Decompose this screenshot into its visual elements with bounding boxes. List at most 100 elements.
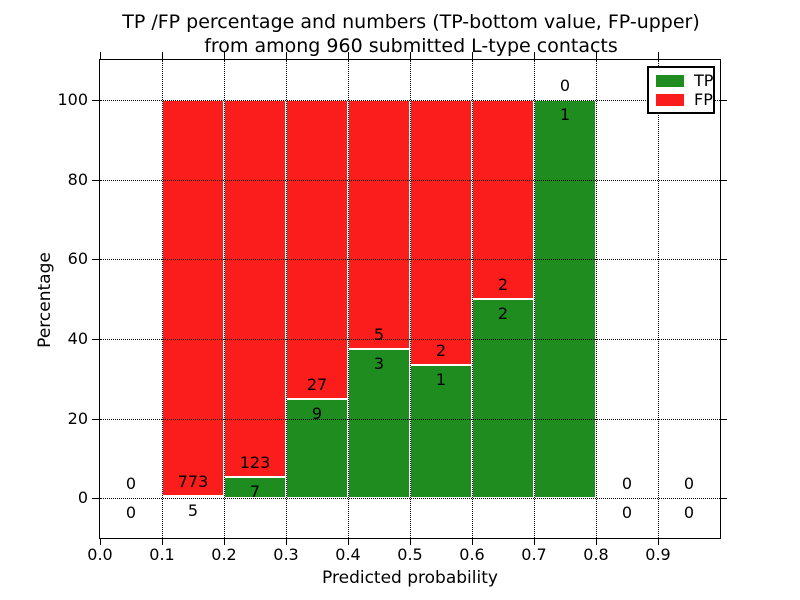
y-tick-mark-left xyxy=(92,259,99,261)
x-tick-mark-bottom xyxy=(534,538,535,545)
y-tick-label: 80 xyxy=(67,169,88,189)
tp-count-label: 7 xyxy=(249,481,261,501)
y-axis-label: Percentage xyxy=(35,252,55,348)
y-tick-mark-left xyxy=(92,338,99,340)
x-tick-mark-bottom xyxy=(348,538,349,545)
y-tick-mark-right xyxy=(720,498,727,500)
x-tick-mark-bottom xyxy=(410,538,411,545)
x-tick-label: 0.2 xyxy=(211,545,237,564)
y-tick-mark-left xyxy=(92,179,99,181)
bar-segment-fp xyxy=(410,99,472,366)
x-tick-mark-top xyxy=(162,52,163,59)
bar-segment-tp xyxy=(534,99,596,499)
tp-count-label: 0 xyxy=(621,503,633,523)
legend: TP FP xyxy=(647,66,715,114)
y-tick-mark-left xyxy=(92,498,99,500)
bar-segment-fp xyxy=(286,99,348,399)
fp-count-label: 0 xyxy=(125,474,137,494)
tp-count-label: 5 xyxy=(187,500,199,520)
x-tick-label: 0.7 xyxy=(521,545,547,564)
y-tick-label: 0 xyxy=(77,488,88,508)
x-tick-mark-top xyxy=(100,52,101,59)
y-tick-label: 40 xyxy=(67,328,88,348)
legend-label-fp: FP xyxy=(694,89,713,109)
fp-count-label: 2 xyxy=(435,341,447,361)
legend-label-tp: TP xyxy=(694,70,714,90)
fp-count-label: 0 xyxy=(621,474,633,494)
bar-segment-tp xyxy=(348,348,410,499)
x-tick-mark-top xyxy=(286,52,287,59)
bar-segment-tp xyxy=(286,398,348,499)
x-tick-label: 0.1 xyxy=(149,545,175,564)
x-tick-mark-bottom xyxy=(100,538,101,545)
x-tick-label: 0.5 xyxy=(397,545,423,564)
tp-count-label: 1 xyxy=(435,370,447,390)
grid-line-vertical xyxy=(286,60,287,538)
y-tick-mark-right xyxy=(720,338,727,340)
x-tick-label: 0.4 xyxy=(335,545,361,564)
bar-segment-fp xyxy=(348,99,410,349)
tp-count-label: 9 xyxy=(311,403,323,423)
x-tick-label: 0.6 xyxy=(459,545,485,564)
grid-line-vertical xyxy=(534,60,535,538)
y-tick-mark-left xyxy=(92,418,99,420)
y-tick-mark-right xyxy=(720,418,727,420)
grid-line-vertical xyxy=(658,60,659,538)
fp-count-label: 27 xyxy=(306,374,328,394)
grid-line-vertical xyxy=(348,60,349,538)
grid-line-vertical xyxy=(224,60,225,538)
x-tick-mark-top xyxy=(534,52,535,59)
x-tick-mark-top xyxy=(348,52,349,59)
x-tick-mark-top xyxy=(596,52,597,59)
x-tick-mark-bottom xyxy=(658,538,659,545)
y-tick-label: 60 xyxy=(67,249,88,269)
fp-color-swatch xyxy=(656,93,684,106)
fp-count-label: 2 xyxy=(497,275,509,294)
grid-line-vertical xyxy=(410,60,411,538)
tp-count-label: 3 xyxy=(373,353,385,373)
fp-count-label: 0 xyxy=(559,75,571,95)
x-axis-label: Predicted probability xyxy=(322,568,498,588)
bar-segment-fp xyxy=(472,99,534,299)
chart-title-line2: from among 960 submitted L-type contacts xyxy=(204,35,618,57)
bar-segment-tp xyxy=(472,299,534,499)
tp-count-label: 1 xyxy=(559,104,571,124)
x-tick-mark-top xyxy=(472,52,473,59)
y-tick-mark-left xyxy=(92,99,99,101)
tp-count-label: 2 xyxy=(497,304,509,323)
chart-title-line1: TP /FP percentage and numbers (TP-bottom… xyxy=(122,11,700,33)
x-tick-label: 0.0 xyxy=(87,545,113,564)
chart-title: TP /FP percentage and numbers (TP-bottom… xyxy=(100,10,722,58)
x-tick-label: 0.9 xyxy=(645,545,671,564)
tp-count-label: 0 xyxy=(683,503,695,523)
grid-line-vertical xyxy=(472,60,473,538)
plot-area: TP FP 0.0 0.1 0.2 0.3 0.4 0.5 0.6 0.7 0.8 0.9 0 20 4… xyxy=(57,52,727,564)
y-tick-mark-right xyxy=(720,179,727,181)
tp-count-label: 0 xyxy=(125,503,137,523)
x-tick-mark-top xyxy=(658,52,659,59)
legend-item-fp: FP xyxy=(656,91,713,108)
x-tick-label: 0.3 xyxy=(273,545,299,564)
x-tick-mark-top xyxy=(410,52,411,59)
fp-count-label: 123 xyxy=(239,452,271,472)
bar-segment-fp xyxy=(162,99,224,496)
tp-color-swatch xyxy=(656,74,684,87)
x-tick-label: 0.8 xyxy=(583,545,609,564)
grid-line-vertical xyxy=(596,60,597,538)
x-tick-mark-bottom xyxy=(472,538,473,545)
x-tick-mark-bottom xyxy=(286,538,287,545)
bar-segment-fp xyxy=(224,99,286,477)
grid-line-vertical xyxy=(162,60,163,538)
x-tick-mark-bottom xyxy=(162,538,163,545)
x-tick-mark-top xyxy=(224,52,225,59)
y-tick-label: 100 xyxy=(57,89,88,109)
fp-count-label: 5 xyxy=(373,324,385,344)
y-tick-label: 20 xyxy=(67,408,88,428)
x-tick-mark-bottom xyxy=(596,538,597,545)
fp-count-label: 773 xyxy=(177,471,209,491)
y-tick-mark-right xyxy=(720,99,727,101)
fp-count-label: 0 xyxy=(683,474,695,494)
x-tick-mark-bottom xyxy=(224,538,225,545)
legend-item-tp: TP xyxy=(656,72,713,89)
